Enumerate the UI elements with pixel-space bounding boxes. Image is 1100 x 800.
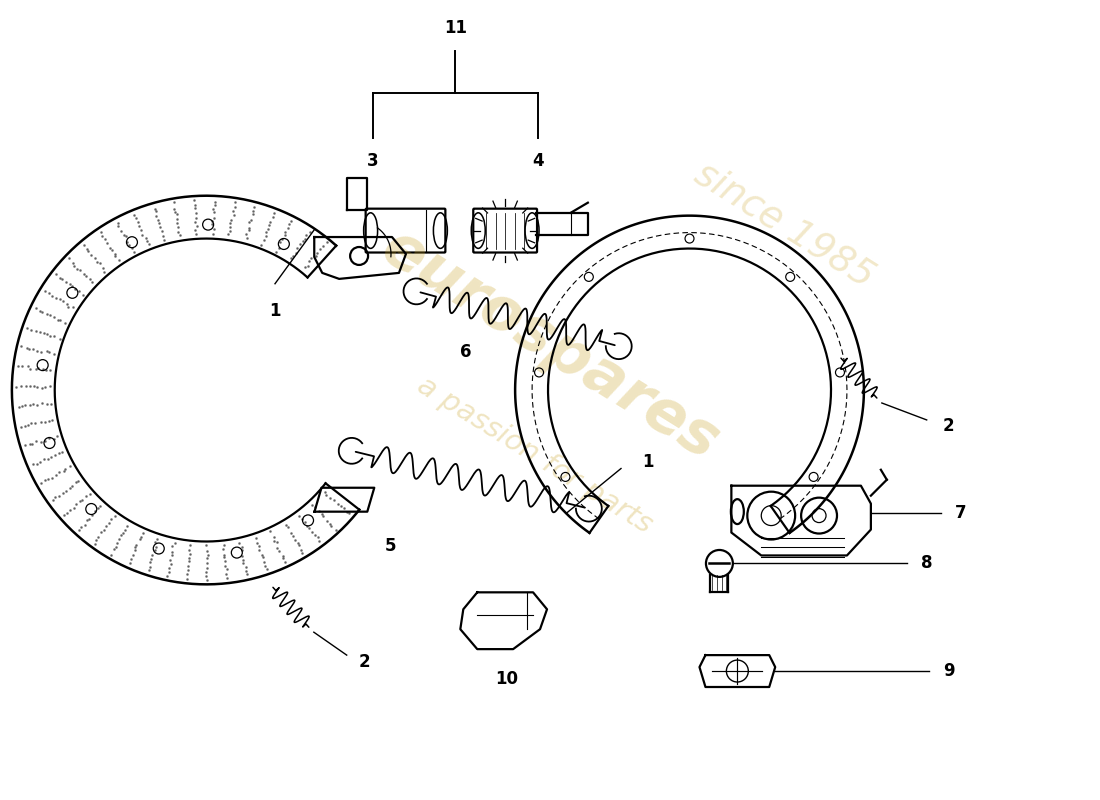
- Text: 4: 4: [532, 152, 543, 170]
- Text: 3: 3: [366, 152, 378, 170]
- Text: 10: 10: [496, 670, 518, 688]
- Text: 7: 7: [955, 504, 967, 522]
- Text: since 1985: since 1985: [688, 156, 880, 295]
- Text: 1: 1: [270, 302, 280, 320]
- Text: eurospares: eurospares: [371, 218, 729, 473]
- Text: 11: 11: [443, 19, 466, 38]
- Text: a passion for parts: a passion for parts: [412, 371, 658, 538]
- Text: 5: 5: [385, 538, 396, 555]
- Text: 9: 9: [943, 662, 955, 680]
- Text: 8: 8: [921, 554, 933, 573]
- Text: 1: 1: [642, 453, 653, 470]
- Text: 2: 2: [943, 417, 955, 435]
- Text: 2: 2: [359, 653, 371, 671]
- Text: 6: 6: [460, 343, 471, 361]
